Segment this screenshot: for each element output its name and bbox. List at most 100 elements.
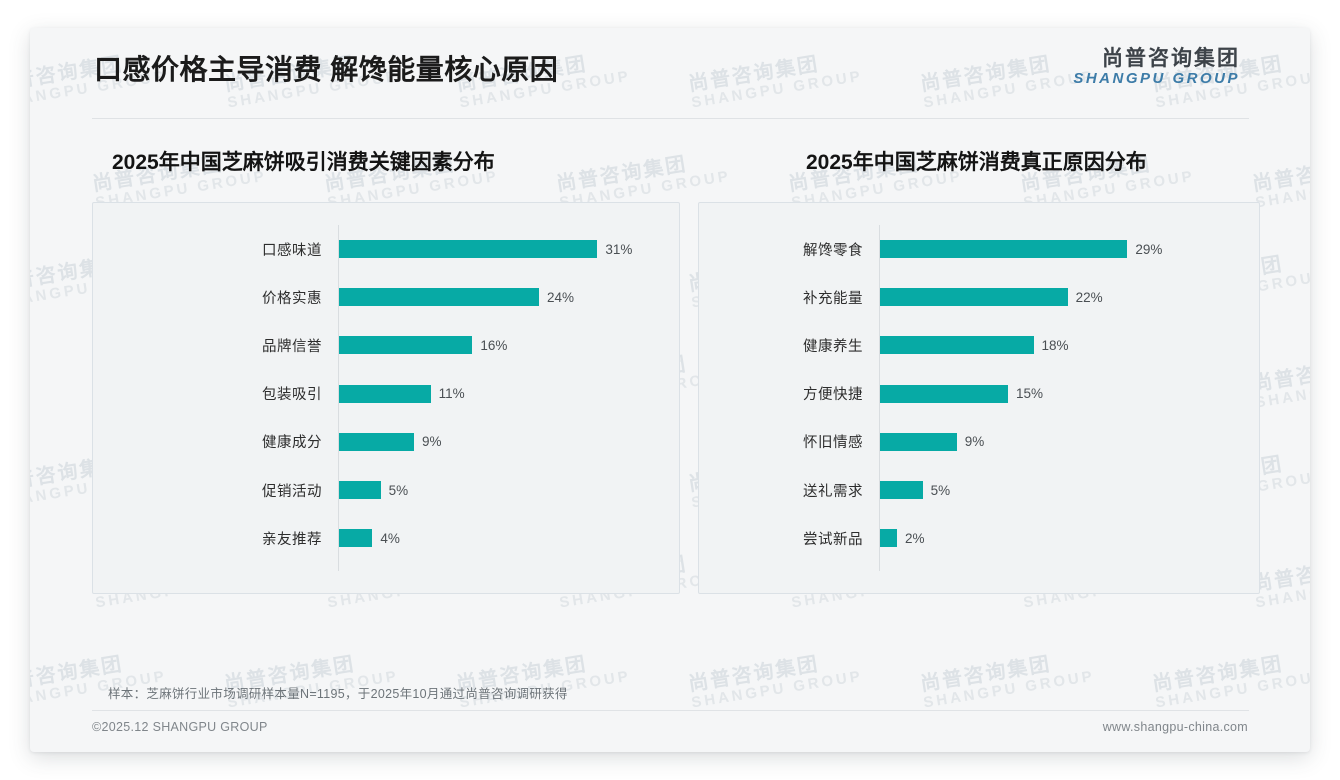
- bar: [880, 240, 1128, 259]
- watermark-chinese: 尚普咨询集团: [1250, 741, 1310, 752]
- sample-footnote: 样本：芝麻饼行业市场调研样本量N=1195，于2025年10月通过尚普咨询调研获…: [108, 687, 568, 701]
- bar-wrapper: 9%: [339, 432, 671, 451]
- watermark-english: SHANGPU GROUP: [1254, 368, 1310, 412]
- bar-category-label: 促销活动: [262, 483, 322, 500]
- website-link[interactable]: www.shangpu-china.com: [1102, 720, 1248, 734]
- bar-category-label: 方便快捷: [803, 387, 863, 404]
- watermark-chinese: 尚普咨询集团: [90, 741, 266, 752]
- chart-title-left: 2025年中国芝麻饼吸引消费关键因素分布: [112, 151, 495, 174]
- bar-row: 尝试新品 2%: [699, 514, 1259, 562]
- bar-value-label: 31%: [605, 241, 633, 257]
- bar-row: 品牌信誉 16%: [93, 321, 679, 369]
- bar-wrapper: 11%: [339, 384, 671, 403]
- bar-value-label: 2%: [905, 530, 925, 546]
- bar-wrapper: 15%: [880, 384, 1251, 403]
- bar-category-label: 送礼需求: [803, 483, 863, 500]
- bar-wrapper: 22%: [880, 288, 1251, 307]
- bar-row: 促销活动 5%: [93, 466, 679, 514]
- brand-logo: 尚普咨询集团 SHANGPU GROUP: [1073, 47, 1240, 87]
- y-axis-line-right: [879, 225, 880, 571]
- header-divider: [92, 118, 1249, 119]
- chart-panel-left: 口感味道 31% 价格实惠 24% 品牌信誉 16% 包装吸引 11% 健康成分 9% 促销活动 5%…: [92, 202, 680, 594]
- bar: [880, 288, 1068, 307]
- bar-row: 健康成分 9%: [93, 418, 679, 466]
- slide-header: 口感价格主导消费 解馋能量核心原因 尚普咨询集团 SHANGPU GROUP: [30, 28, 1310, 118]
- bar-wrapper: 31%: [339, 240, 671, 259]
- bar-wrapper: 2%: [880, 529, 1251, 548]
- bar-category-label: 价格实惠: [262, 290, 322, 307]
- watermark-english: SHANGPU GROUP: [1154, 667, 1310, 712]
- bar-row: 解馋零食 29%: [699, 225, 1259, 273]
- bar: [339, 481, 381, 500]
- bar: [339, 288, 539, 307]
- bar-wrapper: 24%: [339, 288, 671, 307]
- bar: [339, 529, 373, 548]
- plot-area-left: 口感味道 31% 价格实惠 24% 品牌信誉 16% 包装吸引 11% 健康成分 9% 促销活动 5%…: [93, 203, 679, 593]
- footer-divider: [92, 710, 1249, 711]
- watermark-english: SHANGPU GROUP: [922, 667, 1096, 712]
- page-title: 口感价格主导消费 解馋能量核心原因: [94, 54, 559, 85]
- bar-category-label: 包装吸引: [262, 387, 322, 404]
- bar-value-label: 18%: [1041, 337, 1069, 353]
- bar: [880, 481, 923, 500]
- bar-value-label: 9%: [964, 434, 985, 450]
- bar-row: 送礼需求 5%: [699, 466, 1259, 514]
- bar-category-label: 补充能量: [803, 290, 863, 307]
- chart-title-right: 2025年中国芝麻饼消费真正原因分布: [806, 151, 1147, 174]
- copyright-text: ©2025.12 SHANGPU GROUP: [92, 720, 268, 734]
- bar-value-label: 29%: [1135, 241, 1163, 257]
- bar-wrapper: 9%: [880, 432, 1251, 451]
- bar-row: 补充能量 22%: [699, 273, 1259, 321]
- bar-value-label: 24%: [547, 289, 575, 305]
- bar-category-label: 健康养生: [803, 338, 863, 355]
- slide-card: 尚普咨询集团 SHANGPU GROUP 尚普咨询集团 SHANGPU GROUP 尚普…: [30, 28, 1310, 752]
- bar-category-label: 解馋零食: [803, 242, 863, 259]
- bar-wrapper: 18%: [880, 336, 1251, 355]
- watermark-chinese: 尚普咨询集团: [1150, 653, 1285, 696]
- bar: [339, 384, 431, 403]
- bar-wrapper: 16%: [339, 336, 671, 355]
- bar-value-label: 4%: [380, 530, 400, 546]
- watermark-chinese: 尚普咨询集团: [686, 653, 821, 696]
- watermark-chinese: 尚普咨询集团: [918, 653, 1053, 696]
- bar: [339, 432, 414, 451]
- watermark-chinese: 尚普咨询集团: [1018, 741, 1194, 752]
- watermark-chinese: 尚普咨询集团: [322, 741, 498, 752]
- bar-category-label: 口感味道: [262, 242, 322, 259]
- bar: [880, 529, 898, 548]
- watermark-chinese: 尚普咨询集团: [554, 741, 730, 752]
- bar-row: 包装吸引 11%: [93, 370, 679, 418]
- bar-value-label: 16%: [480, 337, 508, 353]
- bar: [339, 240, 598, 259]
- bar-wrapper: 4%: [339, 529, 671, 548]
- bar-value-label: 5%: [930, 482, 951, 498]
- bar-rows-right: 解馋零食 29% 补充能量 22% 健康养生 18% 方便快捷 15% 怀旧情感 9% 送礼需求 5%…: [699, 225, 1259, 571]
- bar-rows-left: 口感味道 31% 价格实惠 24% 品牌信誉 16% 包装吸引 11% 健康成分 9% 促销活动 5%…: [93, 225, 679, 571]
- bar-value-label: 5%: [388, 482, 409, 498]
- bar-category-label: 品牌信誉: [262, 338, 322, 355]
- bar: [880, 384, 1008, 403]
- watermark-english: SHANGPU GROUP: [1254, 568, 1310, 612]
- bar-row: 怀旧情感 9%: [699, 418, 1259, 466]
- chart-panel-right: 解馋零食 29% 补充能量 22% 健康养生 18% 方便快捷 15% 怀旧情感 9% 送礼需求 5%…: [698, 202, 1260, 594]
- bar-row: 方便快捷 15%: [699, 370, 1259, 418]
- bar-row: 健康养生 18%: [699, 321, 1259, 369]
- bar-value-label: 22%: [1075, 289, 1103, 305]
- bar-category-label: 怀旧情感: [803, 435, 863, 452]
- bar-category-label: 尝试新品: [803, 531, 863, 548]
- bar-row: 价格实惠 24%: [93, 273, 679, 321]
- bar-row: 口感味道 31%: [93, 225, 679, 273]
- bar-category-label: 亲友推荐: [262, 531, 322, 548]
- logo-chinese-text: 尚普咨询集团: [1102, 47, 1240, 70]
- logo-english-text: SHANGPU GROUP: [1073, 69, 1240, 87]
- bar: [339, 336, 473, 355]
